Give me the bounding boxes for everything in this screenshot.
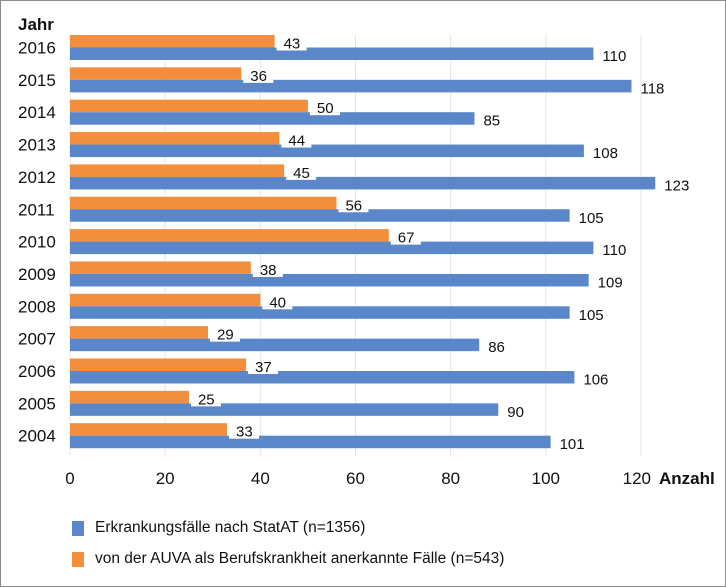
data-label-auva: 50 [317,100,334,117]
data-label-auva: 29 [217,327,234,344]
data-label-bg [390,241,421,245]
bar-statat [70,435,551,449]
bar-auva [70,164,285,177]
bar-statat [70,47,594,60]
data-label-statat: 118 [640,80,664,97]
data-label-bg [281,144,312,148]
data-label-statat: 108 [593,145,618,162]
data-label-bg [286,176,317,180]
data-label-auva: 33 [236,424,253,441]
data-label-auva: 56 [345,197,362,214]
bar-statat [70,403,499,416]
bar-auva [70,293,261,307]
bar-statat [70,79,632,93]
legend-label: Erkrankungsfälle nach StatAT (n=1356) [95,519,366,536]
x-tick-label: 0 [65,469,74,488]
y-tick-label: 2008 [18,297,56,316]
data-label-statat: 106 [583,372,608,389]
data-label-statat: 85 [483,113,500,130]
data-label-bg [262,306,293,310]
y-tick-label: 2012 [18,168,56,187]
bar-statat [70,273,589,287]
data-label-auva: 67 [398,230,415,247]
x-tick-label: 60 [346,469,365,488]
data-label-bg [190,403,221,407]
y-tick-label: 2004 [18,427,56,446]
legend-swatch-blue [72,520,84,536]
x-tick-label: 80 [441,469,460,488]
data-label-bg [243,79,274,83]
y-tick-label: 2014 [18,103,56,122]
y-tick-label: 2007 [18,330,56,349]
bar-statat [70,338,480,352]
bar-auva [70,261,251,274]
data-label-bg [229,435,260,439]
data-label-statat: 101 [560,436,585,453]
bar-statat [70,112,475,125]
bar-statat [70,371,575,384]
data-label-auva: 38 [260,262,277,279]
data-label-bg [248,371,279,374]
data-label-bg [338,209,369,213]
bar-auva [70,358,247,371]
data-label-auva: 40 [269,294,286,311]
y-tick-label: 2009 [18,265,56,284]
data-label-statat: 105 [579,307,604,324]
bar-auva [70,390,189,404]
y-tick-label: 2011 [18,200,55,219]
x-tick-label: 40 [251,469,270,488]
data-label-auva: 44 [288,133,305,150]
data-label-bg [252,273,283,277]
x-tick-label: 20 [156,469,175,488]
data-label-statat: 90 [507,404,524,421]
legend-swatch-orange [72,551,84,567]
x-axis-title: Anzahl [659,469,715,488]
bar-statat [70,306,570,319]
data-label-statat: 105 [579,210,604,227]
bar-statat [70,144,584,158]
legend-item-statat: Erkrankungsfälle nach StatAT (n=1356) [72,519,365,537]
bar-auva [70,67,242,80]
bar-auva [70,99,308,113]
y-axis-title: Jahr [18,15,54,34]
legend-label: von der AUVA als Berufskrankheit anerkan… [95,550,505,567]
data-label-auva: 43 [284,36,301,53]
legend-item-auva: von der AUVA als Berufskrankheit anerkan… [72,550,504,568]
data-label-bg [209,338,240,342]
bar-auva [70,326,208,339]
y-tick-label: 2016 [18,39,56,58]
data-label-bg [276,47,307,51]
bar-auva [70,196,337,210]
data-label-auva: 25 [198,391,215,408]
data-label-statat: 110 [602,48,626,65]
y-tick-label: 2013 [18,136,56,155]
x-tick-label: 100 [532,469,560,488]
data-label-auva: 37 [255,359,272,376]
y-tick-label: 2015 [18,71,56,90]
bar-auva [70,132,280,145]
data-label-statat: 123 [664,177,689,194]
x-tick-label: 120 [623,469,651,488]
bar-statat [70,209,570,222]
data-label-statat: 86 [488,339,505,356]
y-tick-label: 2006 [18,362,56,381]
data-label-auva: 36 [250,68,267,85]
data-label-auva: 45 [293,165,310,182]
bar-auva [70,35,275,48]
data-label-bg [309,112,340,116]
y-tick-label: 2005 [18,394,56,413]
data-label-statat: 110 [602,242,626,259]
data-label-statat: 109 [598,274,623,291]
bar-statat [70,241,594,255]
bar-auva [70,229,389,242]
y-tick-label: 2010 [18,233,56,252]
bar-statat [70,176,656,190]
bar-auva [70,423,228,436]
